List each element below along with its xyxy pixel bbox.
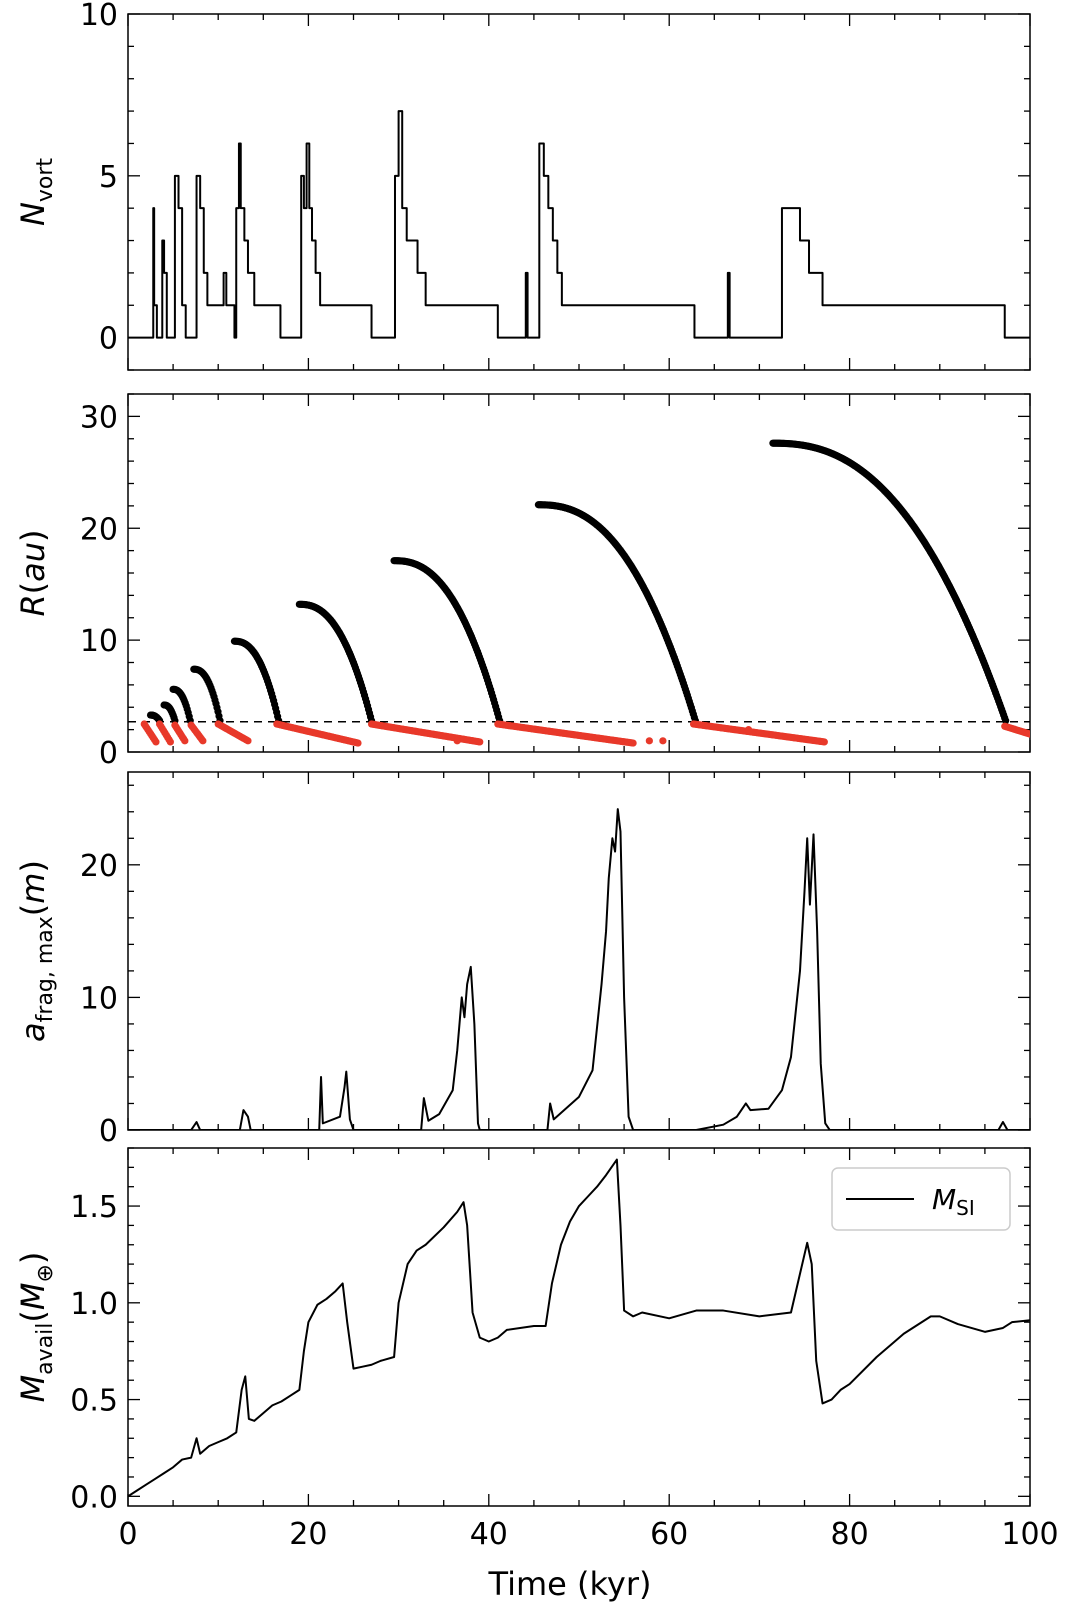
data-point-red bbox=[820, 738, 828, 746]
y-tick-label: 30 bbox=[80, 400, 118, 435]
legend-box bbox=[831, 1167, 1011, 1231]
panel-n-vort: 0 5 10 Nvort bbox=[14, 0, 1031, 371]
x-tick-label: 20 bbox=[289, 1517, 327, 1552]
data-point-red bbox=[645, 737, 653, 745]
plot-frame bbox=[127, 771, 1031, 1131]
data-point-red bbox=[181, 737, 189, 745]
legend: MSI bbox=[831, 1167, 1011, 1231]
x-tick-label: 40 bbox=[470, 1517, 508, 1552]
data-point-red bbox=[354, 739, 362, 747]
plot-area bbox=[128, 110, 1030, 339]
y-tick-label: 10 bbox=[80, 981, 118, 1016]
y-tick-label: 0 bbox=[99, 1114, 118, 1149]
data-point-red bbox=[166, 738, 174, 746]
data-point-red bbox=[659, 737, 667, 745]
y-axis-label: R(au) bbox=[14, 529, 52, 616]
plot-frame bbox=[127, 13, 1031, 371]
panel-a-frag-max: 0 10 20 afrag, max(m) bbox=[14, 771, 1031, 1149]
data-point-red bbox=[744, 726, 753, 734]
y-tick-label: 0 bbox=[99, 322, 118, 357]
y-axis-label: Nvort bbox=[14, 158, 58, 226]
x-tick-label: 0 bbox=[118, 1517, 137, 1552]
series-line bbox=[128, 808, 1030, 1130]
data-point bbox=[1002, 717, 1010, 725]
data-point-red bbox=[152, 738, 160, 746]
x-tick-label: 60 bbox=[650, 1517, 688, 1552]
panel-radius: 0 10 20 30 R(au) bbox=[14, 393, 1031, 771]
x-tick-label: 100 bbox=[1001, 1517, 1058, 1552]
legend-label: MSI bbox=[932, 1183, 975, 1220]
data-point-red bbox=[629, 739, 637, 747]
data-point-red bbox=[1026, 730, 1030, 738]
series-line bbox=[128, 1158, 1030, 1498]
x-tick-label: 80 bbox=[831, 1517, 869, 1552]
y-tick-label: 0.5 bbox=[70, 1384, 118, 1419]
plot-area bbox=[128, 439, 1030, 747]
y-tick-label: 1.0 bbox=[70, 1287, 118, 1322]
data-point-red bbox=[199, 737, 207, 745]
y-tick-label: 5 bbox=[99, 160, 118, 195]
y-tick-label: 0 bbox=[99, 736, 118, 771]
series-line bbox=[128, 110, 1030, 339]
y-axis-label: afrag, max(m) bbox=[14, 860, 58, 1042]
data-point-red bbox=[244, 737, 252, 745]
x-tick-labels: 0 20 40 60 80 100 bbox=[118, 1517, 1058, 1552]
panel-m-avail: 0.0 0.5 1.0 1.5 Mavail(M⊕) MSI bbox=[14, 1147, 1031, 1515]
y-tick-label: 20 bbox=[80, 849, 118, 884]
y-tick-label: 20 bbox=[80, 512, 118, 547]
y-tick-label: 10 bbox=[80, 0, 118, 33]
data-point-red bbox=[453, 737, 461, 745]
y-tick-label: 1.5 bbox=[70, 1190, 118, 1225]
y-tick-label: 0.0 bbox=[70, 1480, 118, 1515]
y-tick-label: 10 bbox=[80, 624, 118, 659]
plot-frame bbox=[127, 393, 1031, 753]
y-axis-label: Mavail(M⊕) bbox=[14, 1252, 58, 1403]
plot-area bbox=[128, 1158, 1030, 1498]
x-axis-label: Time (kyr) bbox=[488, 1565, 652, 1603]
plot-area bbox=[128, 808, 1030, 1130]
data-point-red bbox=[476, 738, 484, 746]
